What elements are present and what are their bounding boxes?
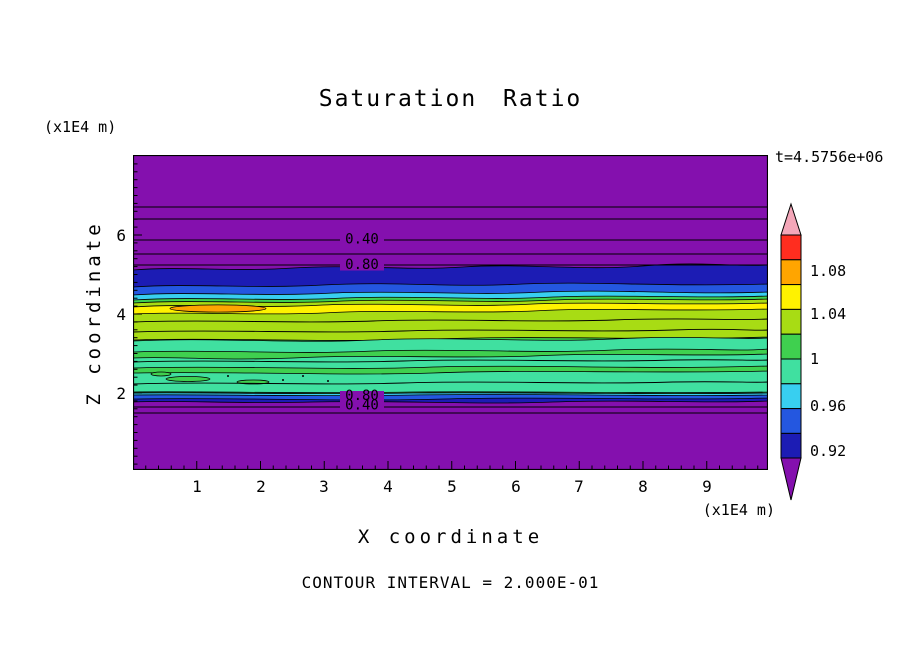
- x-axis-unit: (x1E4 m): [702, 501, 775, 519]
- label-bg-bottom-080: [340, 391, 384, 401]
- colorbar-label-3: 1: [810, 350, 820, 368]
- colorbar-svg: [780, 202, 802, 501]
- patch-orange: [169, 304, 267, 313]
- contour-interval-note: CONTOUR INTERVAL = 2.000E-01: [301, 573, 600, 592]
- colorbar-box-red: [780, 234, 802, 261]
- colorbar-label-2: 1.04: [810, 305, 847, 323]
- colorbar-label-4: 0.96: [810, 397, 847, 415]
- x-tick-label-3: 3: [319, 477, 329, 496]
- speckles: [227, 375, 329, 382]
- label-bg-top-080: [340, 259, 384, 271]
- colorbar-box-springgreen: [780, 358, 802, 385]
- colorbar-box-orange: [780, 259, 802, 286]
- colorbar-under-arrow: [780, 457, 802, 501]
- band-yellow-streak: [133, 302, 768, 315]
- colorbar-box-blue: [780, 408, 802, 434]
- colorbar-label-5: 0.92: [810, 442, 847, 460]
- colorbar-box-yellowgreen: [780, 308, 802, 335]
- x-tick-label-5: 5: [447, 477, 457, 496]
- x-tick-label-7: 7: [574, 477, 584, 496]
- contour-label-bottom-080: 0.80: [345, 388, 379, 404]
- blob-green-1: [165, 376, 211, 382]
- band-springgreen: [133, 336, 768, 394]
- blob-green-3: [150, 371, 172, 377]
- x-tick-label-8: 8: [638, 477, 648, 496]
- x-tick-label-6: 6: [511, 477, 521, 496]
- y-axis-unit: (x1E4 m): [44, 118, 117, 136]
- plot-border: [133, 155, 768, 470]
- colorbar-box-green: [780, 333, 802, 360]
- label-bg-top-040: [340, 234, 384, 245]
- page-title: Saturation Ratio: [318, 86, 583, 112]
- x-tick-label-2: 2: [256, 477, 266, 496]
- colorbar-box-navy: [780, 432, 802, 459]
- label-bg-bottom-040: [340, 400, 384, 411]
- streak-green-1: [133, 348, 768, 360]
- line-contours: [133, 206, 768, 414]
- contour-label-top-080: 0.80: [345, 257, 379, 273]
- contour-label-top-040: 0.40: [345, 232, 379, 248]
- colorbar-label-1: 1.08: [810, 262, 847, 280]
- colorbar-over-arrow: [780, 202, 802, 236]
- y-tick-label-4: 4: [116, 305, 126, 324]
- y-tick-label-6: 6: [116, 226, 126, 245]
- colorbar-box-cyan: [780, 383, 802, 410]
- plot-svg: 0.40 0.80 0.80 0.40: [133, 155, 768, 470]
- time-annotation: t=4.5756e+06: [775, 148, 884, 166]
- x-tick-label-4: 4: [383, 477, 393, 496]
- streak-green-2: [133, 365, 768, 375]
- x-tick-label-9: 9: [702, 477, 712, 496]
- x-axis-title: X coordinate: [357, 526, 544, 548]
- colorbar-box-yellow: [780, 284, 802, 310]
- y-tick-label-2: 2: [116, 384, 126, 403]
- x-tick-label-1: 1: [192, 477, 202, 496]
- contour-label-bottom-040: 0.40: [345, 398, 379, 414]
